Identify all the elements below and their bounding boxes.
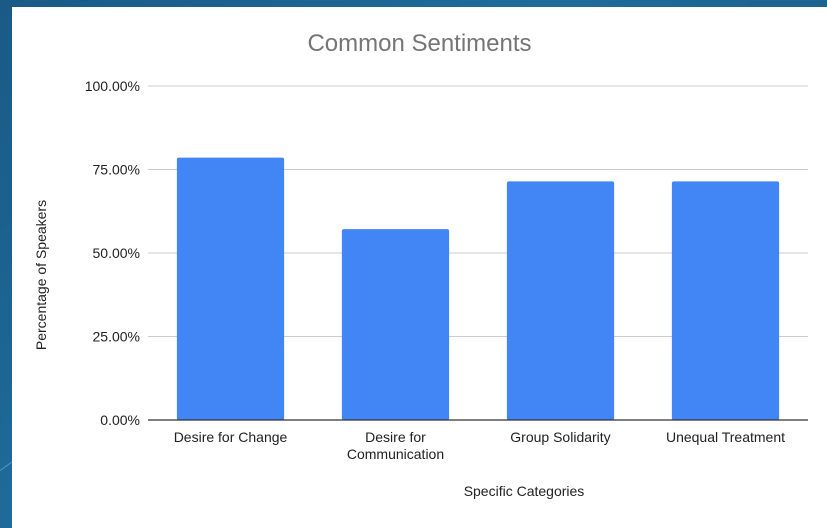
bar	[176, 157, 285, 420]
x-axis-label: Specific Categories	[463, 483, 585, 499]
chart-card: 0.00% 25.00% 50.00% 75.00% 100.00% Desire for…	[12, 7, 827, 528]
chart-title: Common Sentiments	[307, 30, 532, 57]
x-tick-label: Communication	[347, 446, 444, 462]
y-tick-label: 100.00%	[85, 78, 140, 94]
x-tick-label: Unequal Treatment	[666, 429, 785, 445]
x-tick-label: Group Solidarity	[510, 429, 610, 445]
y-tick-label: 25.00%	[93, 329, 140, 345]
bar-chart: 0.00% 25.00% 50.00% 75.00% 100.00% Desire for…	[85, 78, 808, 462]
x-tick-label: Desire for	[365, 429, 426, 445]
y-axis-label: Percentage of Speakers	[33, 199, 49, 351]
bar	[341, 229, 450, 420]
x-tick-label: Desire for Change	[174, 429, 288, 445]
y-tick-label: 0.00%	[100, 412, 140, 428]
y-tick-label: 75.00%	[93, 162, 140, 178]
bar	[506, 181, 615, 420]
bar	[671, 181, 780, 420]
y-tick-label: 50.00%	[93, 245, 140, 261]
